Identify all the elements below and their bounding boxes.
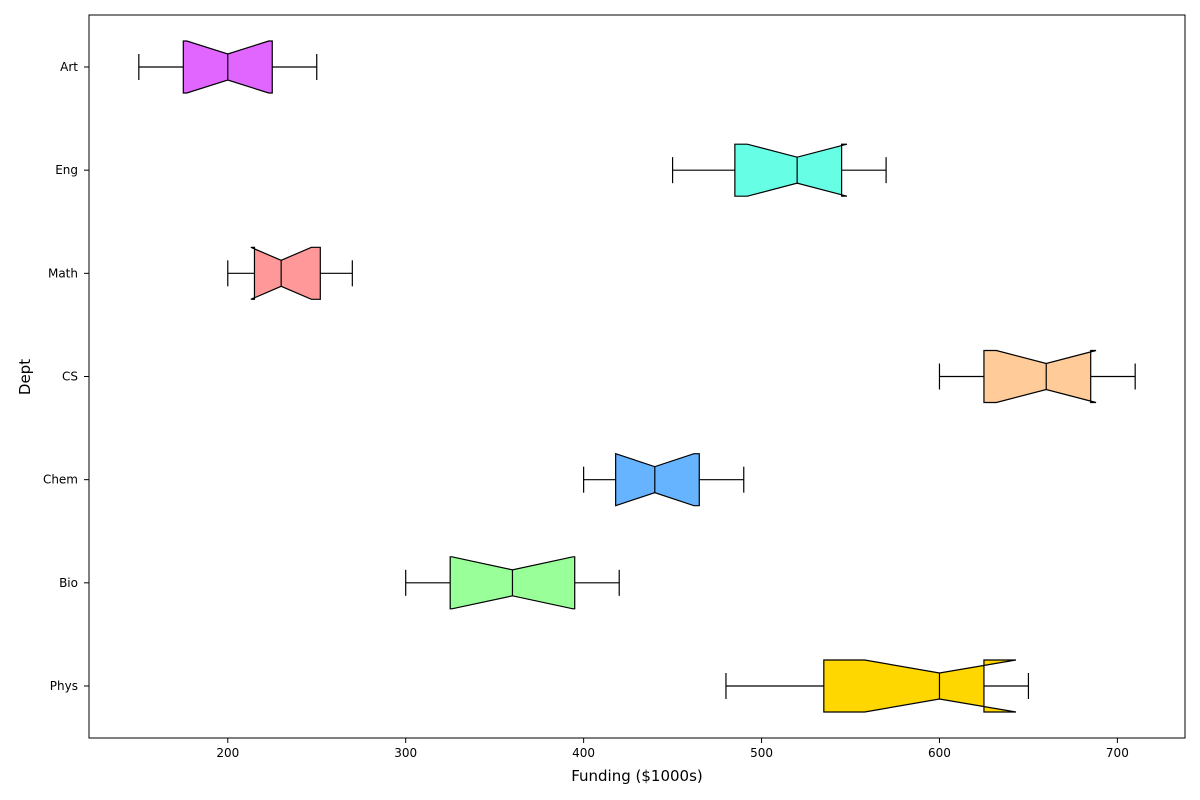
y-tick-label: Math [48,266,78,280]
box-body [734,143,848,197]
box-chem [583,452,745,507]
plot-frame [88,14,1186,739]
box-cs [938,349,1136,404]
x-tick-label: 600 [928,746,951,760]
y-tick-label: Phys [50,679,78,693]
x-ticks-layer: 200 300 400 500 600 700 [216,738,1129,760]
x-tick-label: 500 [750,746,773,760]
y-ticks-layer: Phys Bio Chem CS Math Eng Art [43,60,89,693]
box-body [823,659,1017,713]
box-body [250,246,321,300]
x-tick-label: 700 [1106,746,1129,760]
x-tick-label: 200 [216,746,239,760]
x-axis-label: Funding ($1000s) [571,767,703,785]
boxes-layer [138,40,1136,713]
box-bio [405,556,620,610]
y-tick-label: Art [60,60,78,74]
box-math [227,246,353,300]
y-tick-label: Bio [59,576,78,590]
box-body [615,452,700,507]
y-axis-label: Dept [16,359,34,395]
y-tick-label: Chem [43,473,78,487]
x-tick-label: 300 [394,746,417,760]
x-tick-label: 400 [572,746,595,760]
y-tick-label: CS [62,370,78,384]
box-art [138,40,318,94]
y-tick-label: Eng [55,163,78,177]
box-body [983,349,1097,404]
box-eng [671,143,887,197]
box-phys [725,659,1030,713]
